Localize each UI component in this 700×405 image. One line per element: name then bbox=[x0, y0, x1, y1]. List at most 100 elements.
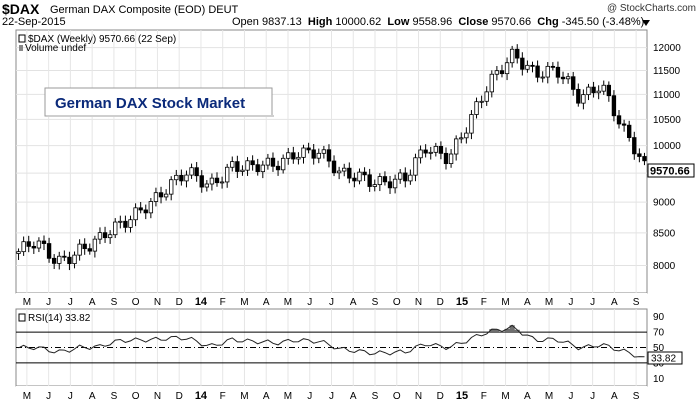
price-candle bbox=[606, 81, 612, 102]
candle-body bbox=[51, 257, 57, 264]
candle-body bbox=[301, 147, 306, 158]
candle-body bbox=[230, 161, 235, 168]
price-x-tick-label: F bbox=[220, 297, 226, 308]
candle-body bbox=[504, 62, 510, 75]
candle-body bbox=[280, 157, 286, 171]
candle-body bbox=[443, 152, 449, 165]
price-candle bbox=[621, 119, 627, 132]
rsi-title: RSI(14) 33.82 bbox=[28, 313, 91, 324]
candle-body bbox=[123, 220, 128, 228]
candle-body bbox=[92, 238, 98, 252]
candle-body bbox=[219, 181, 225, 184]
high-value: 10000.62 bbox=[335, 16, 382, 28]
price-candle bbox=[438, 141, 444, 160]
candle-body bbox=[46, 243, 52, 259]
price-candle bbox=[525, 60, 530, 73]
candle-body bbox=[352, 177, 357, 182]
price-candle bbox=[296, 152, 301, 165]
price-candle bbox=[601, 80, 606, 95]
price-candle bbox=[92, 235, 98, 258]
price-candle bbox=[189, 163, 194, 179]
candle-body bbox=[591, 86, 596, 94]
candle-body bbox=[133, 207, 138, 221]
last-price-tag: 9570.66 bbox=[647, 163, 695, 178]
candle-body bbox=[596, 90, 601, 94]
price-x-tick-label: M bbox=[23, 297, 31, 308]
price-candle bbox=[627, 120, 632, 142]
price-candle bbox=[255, 158, 260, 176]
rsi-x-tick-label: J bbox=[46, 391, 51, 402]
price-candle bbox=[321, 145, 327, 159]
price-candle bbox=[184, 170, 189, 188]
candle-body bbox=[637, 153, 642, 157]
price-candle bbox=[41, 235, 47, 251]
ticker-symbol[interactable]: $DAX bbox=[2, 1, 40, 17]
price-x-tick-label: S bbox=[633, 297, 640, 308]
price-candle bbox=[387, 175, 393, 194]
price-candle bbox=[474, 97, 479, 119]
candle-body bbox=[479, 100, 484, 103]
candle-body bbox=[357, 171, 362, 182]
price-candle bbox=[571, 71, 576, 96]
dropdown-arrow-icon[interactable] bbox=[642, 20, 650, 26]
candle-body bbox=[26, 241, 31, 247]
candle-body bbox=[41, 240, 47, 244]
candle-body bbox=[530, 64, 535, 67]
candle-body bbox=[484, 91, 489, 102]
x-axis-strip bbox=[16, 293, 647, 307]
candle-body bbox=[321, 149, 327, 154]
rsi-x-tick-label: A bbox=[89, 391, 96, 402]
candle-body bbox=[214, 177, 220, 184]
candle-body bbox=[296, 156, 301, 160]
candle-body bbox=[367, 174, 372, 187]
price-candle bbox=[306, 142, 311, 154]
candle-body bbox=[494, 70, 500, 75]
candle-body bbox=[398, 172, 403, 180]
candle-body bbox=[474, 101, 479, 115]
price-candle bbox=[179, 169, 184, 186]
price-candle bbox=[347, 162, 352, 184]
price-candle bbox=[326, 144, 332, 168]
copyright[interactable]: @ StockCharts.com bbox=[606, 3, 696, 14]
price-candle bbox=[616, 110, 622, 129]
candle-body bbox=[311, 149, 316, 159]
price-candle bbox=[453, 135, 459, 161]
price-candle bbox=[632, 131, 637, 160]
price-candle bbox=[77, 239, 82, 261]
price-candle bbox=[250, 155, 255, 171]
price-x-tick-label: J bbox=[68, 297, 73, 308]
candle-body bbox=[199, 175, 204, 188]
price-x-tick-label: J bbox=[307, 297, 312, 308]
candle-body bbox=[326, 149, 332, 162]
rsi-x-tick-label: J bbox=[68, 391, 73, 402]
candle-body bbox=[62, 255, 67, 258]
price-x-tick-label: A bbox=[350, 297, 357, 308]
close-value: 9570.66 bbox=[491, 16, 532, 28]
price-candle bbox=[637, 148, 642, 163]
candle-body bbox=[16, 251, 21, 254]
price-candle bbox=[591, 81, 596, 98]
candle-body bbox=[204, 183, 210, 188]
candle-body bbox=[459, 137, 464, 140]
price-candle bbox=[102, 226, 108, 243]
chart-header: $DAX German DAX Composite (EOD) DEUT @ S… bbox=[0, 0, 700, 30]
price-candle bbox=[199, 170, 204, 193]
candle-body bbox=[611, 95, 617, 117]
candle-body bbox=[448, 153, 454, 165]
price-candle bbox=[153, 187, 159, 207]
price-y-tick-label: 8500 bbox=[653, 228, 676, 239]
rsi-x-tick-label: A bbox=[263, 391, 270, 402]
price-y-tick-label: 11000 bbox=[653, 90, 681, 101]
rsi-x-tick-label: F bbox=[220, 391, 226, 402]
price-candle bbox=[433, 142, 438, 157]
rsi-x-labels: M J J A S O N D 14 F M A M J J A S O N D 15 F M A M J J A S bbox=[23, 390, 640, 402]
price-candle bbox=[499, 64, 505, 78]
candle-body bbox=[571, 76, 576, 90]
rsi-line bbox=[18, 324, 645, 358]
rsi-x-tick-label: N bbox=[154, 391, 161, 402]
candle-body bbox=[235, 161, 240, 172]
price-x-tick-label: A bbox=[263, 297, 270, 308]
low-value: 9558.96 bbox=[412, 16, 453, 28]
chg-value: -345.50 (-3.48%) bbox=[561, 16, 645, 28]
